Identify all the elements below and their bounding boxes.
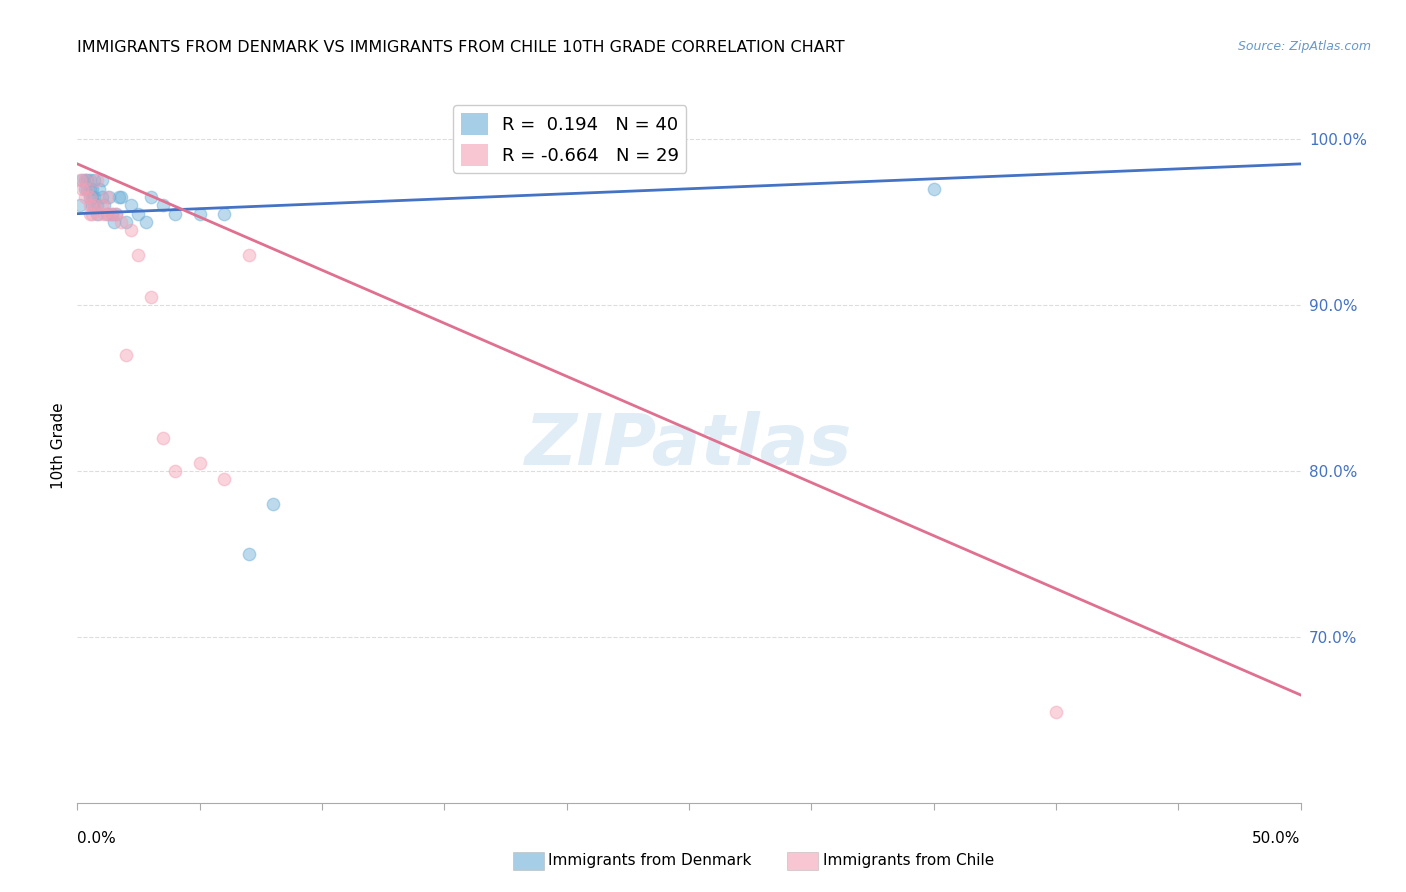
Point: [83, 198, 105, 212]
Point: [100, 207, 122, 221]
Text: Immigrants from Denmark: Immigrants from Denmark: [548, 854, 752, 868]
Point: [152, 431, 174, 445]
Point: [238, 547, 260, 561]
Point: [262, 497, 284, 511]
Point: [128, 248, 150, 262]
Point: [79, 173, 101, 187]
Point: [83, 173, 105, 187]
Point: [139, 290, 162, 304]
Point: [73, 190, 96, 204]
Point: [135, 215, 157, 229]
Point: [212, 472, 235, 486]
Point: [188, 207, 211, 221]
Point: [110, 190, 132, 204]
Point: [120, 223, 142, 237]
Point: [115, 215, 138, 229]
Point: [212, 207, 235, 221]
Point: [89, 207, 111, 221]
Point: [79, 207, 101, 221]
Point: [90, 198, 112, 212]
Point: [70, 173, 93, 187]
Text: IMMIGRANTS FROM DENMARK VS IMMIGRANTS FROM CHILE 10TH GRADE CORRELATION CHART: IMMIGRANTS FROM DENMARK VS IMMIGRANTS FR…: [77, 40, 845, 55]
Point: [100, 207, 122, 221]
Text: 0.0%: 0.0%: [77, 831, 117, 847]
Point: [79, 182, 101, 196]
Point: [86, 198, 108, 212]
Point: [69, 173, 91, 187]
Point: [69, 198, 91, 212]
Point: [152, 198, 174, 212]
Point: [76, 182, 98, 196]
Point: [89, 182, 111, 196]
Point: [76, 173, 98, 187]
Point: [83, 190, 105, 204]
Point: [73, 173, 96, 187]
Text: Source: ZipAtlas.com: Source: ZipAtlas.com: [1237, 40, 1371, 54]
Point: [922, 182, 945, 196]
Point: [165, 464, 187, 478]
Point: [105, 207, 128, 221]
Point: [188, 456, 211, 470]
Point: [93, 207, 115, 221]
Point: [110, 215, 132, 229]
Point: [90, 173, 112, 187]
Point: [70, 182, 93, 196]
Point: [80, 182, 103, 196]
Point: [86, 207, 108, 221]
Point: [79, 198, 101, 212]
Point: [165, 207, 187, 221]
Point: [98, 207, 121, 221]
Point: [80, 198, 103, 212]
Text: 50.0%: 50.0%: [1253, 831, 1301, 847]
Point: [98, 190, 121, 204]
Point: [128, 207, 150, 221]
Point: [80, 207, 103, 221]
Point: [96, 190, 118, 204]
Legend: R =  0.194   N = 40, R = -0.664   N = 29: R = 0.194 N = 40, R = -0.664 N = 29: [453, 105, 686, 173]
Point: [96, 207, 118, 221]
Point: [79, 190, 101, 204]
Point: [79, 190, 101, 204]
Point: [115, 348, 138, 362]
Point: [1045, 705, 1067, 719]
Point: [90, 190, 112, 204]
Text: ZIPatlas: ZIPatlas: [526, 411, 852, 481]
Point: [108, 190, 131, 204]
Point: [105, 207, 128, 221]
Point: [139, 190, 162, 204]
Point: [120, 198, 142, 212]
Point: [103, 215, 125, 229]
Text: Immigrants from Chile: Immigrants from Chile: [823, 854, 994, 868]
Point: [73, 182, 96, 196]
Point: [76, 182, 98, 196]
Point: [83, 198, 105, 212]
Point: [86, 173, 108, 187]
Y-axis label: 10th Grade: 10th Grade: [51, 402, 66, 490]
Point: [80, 190, 103, 204]
Point: [73, 173, 96, 187]
Point: [238, 248, 260, 262]
Point: [93, 198, 115, 212]
